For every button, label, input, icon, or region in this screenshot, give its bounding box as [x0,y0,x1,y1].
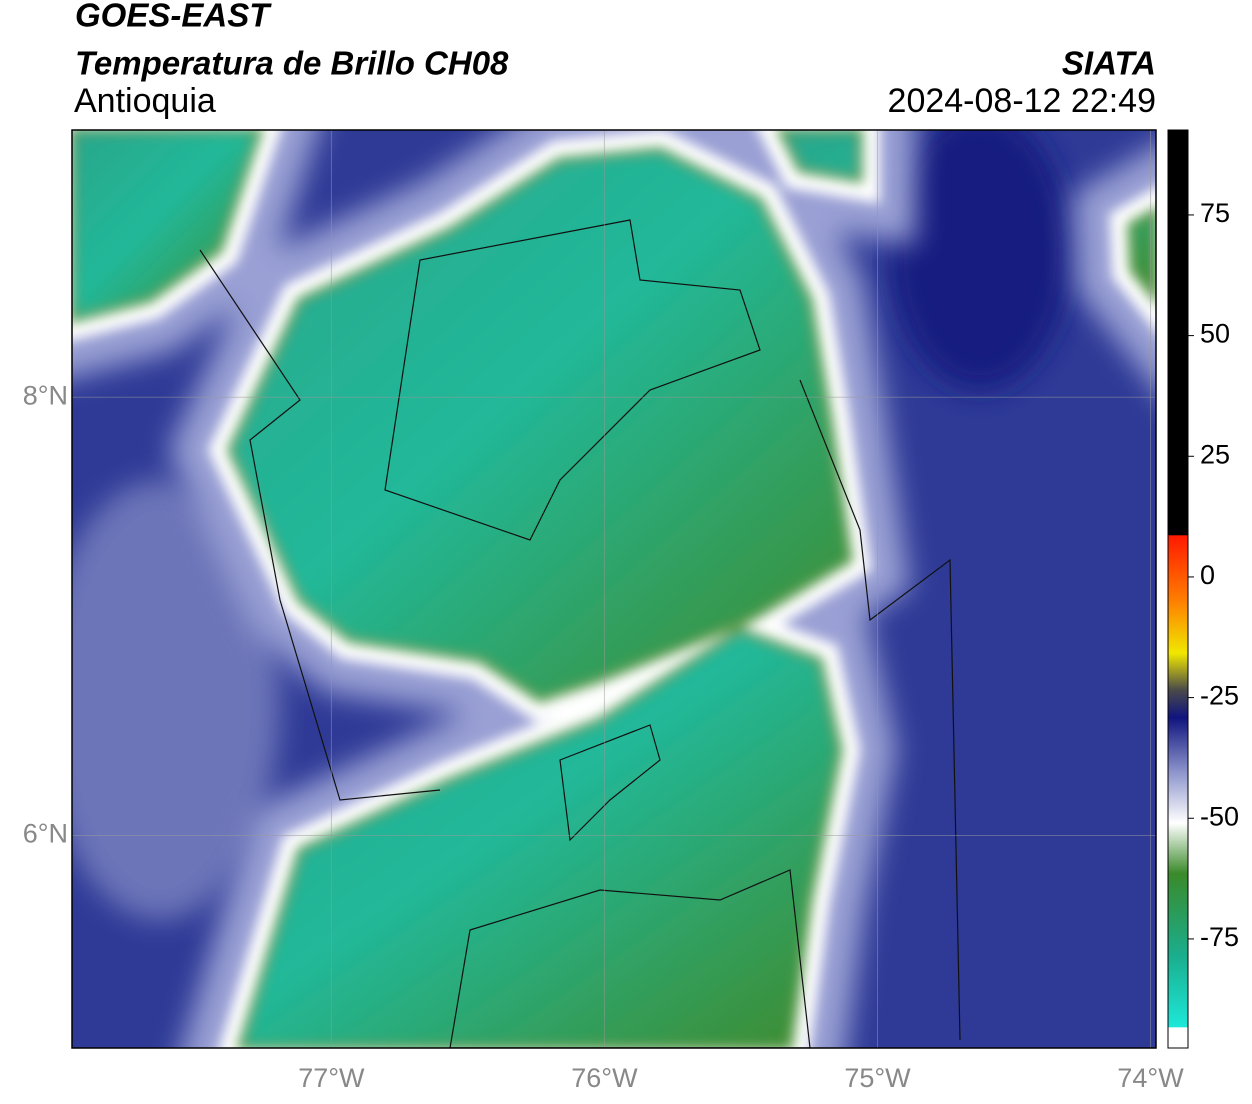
lon-label: 74°W [1117,1063,1184,1093]
region: Antioquia [74,82,216,120]
map-frame [71,129,1157,1049]
organization: SIATA [1062,45,1156,82]
colorbar-tick-label: 25 [1200,439,1230,469]
colorbar-tick-label: 0 [1200,560,1215,590]
colorbar-tick-label: 75 [1200,198,1230,228]
colorbar-tick-label: -75 [1200,922,1239,952]
lon-label: 75°W [844,1063,911,1093]
map-image [72,130,1156,1048]
colorbar-tick-label: 50 [1200,319,1230,349]
colorbar-tick-label: -50 [1200,801,1239,831]
colorbar [1167,129,1189,1049]
lon-label: 76°W [571,1063,638,1093]
title: GOES-EAST [75,0,272,34]
lat-label: 8°N [23,380,68,410]
colorbar-tick-label: -25 [1200,681,1239,711]
lon-label: 77°W [298,1063,365,1093]
lat-label: 6°N [23,819,68,849]
subtitle: Temperatura de Brillo CH08 [75,45,509,82]
datetime: 2024-08-12 22:49 [888,82,1156,120]
